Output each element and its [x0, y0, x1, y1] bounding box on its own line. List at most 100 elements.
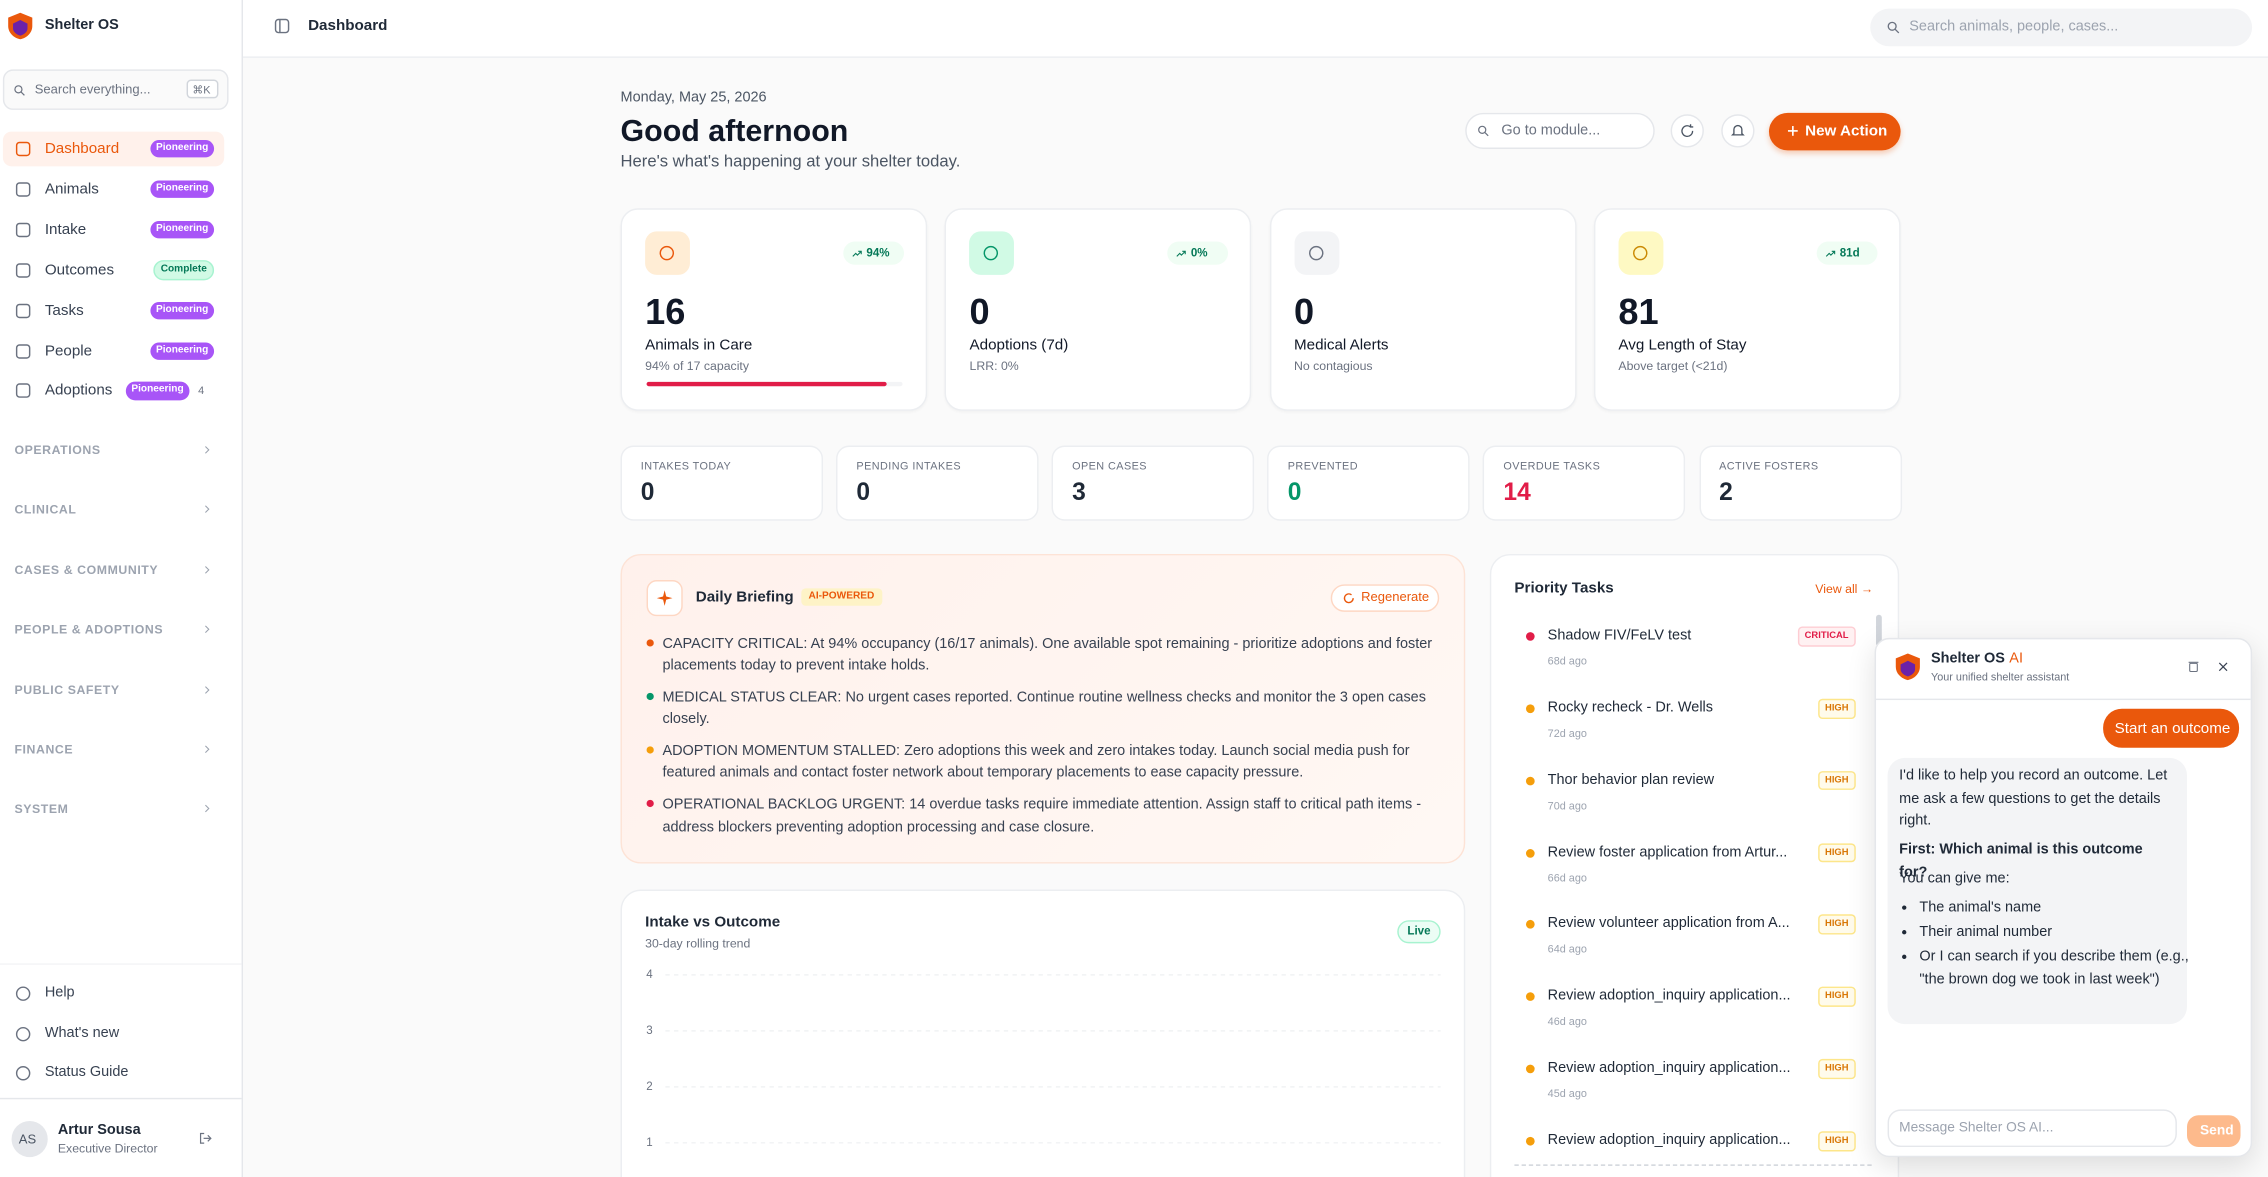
- task-age: 64d ago: [1547, 942, 1587, 956]
- assistant-tag: AI: [2009, 650, 2023, 667]
- global-search-icon: [1887, 21, 1900, 34]
- task-dot: [1525, 1136, 1535, 1146]
- module-search-placeholder: Go to module...: [1501, 122, 1601, 139]
- section-label[interactable]: CLINICAL: [14, 502, 77, 517]
- nav-icon-part: [15, 222, 31, 237]
- global-search[interactable]: [1870, 8, 2253, 47]
- task-dot: [1525, 632, 1535, 641]
- section-chevron: [205, 505, 210, 514]
- briefing-item: MEDICAL STATUS CLEAR: No urgent cases re…: [662, 690, 1426, 729]
- stat-icon-box: [645, 231, 690, 275]
- footer-link[interactable]: What's new: [44, 1025, 120, 1042]
- y-tick-label: 2: [646, 1081, 652, 1093]
- task-title[interactable]: Review adoption_inquiry application...: [1547, 1060, 1791, 1077]
- tasks-link[interactable]: View all →: [1815, 581, 1874, 596]
- regenerate-button[interactable]: [1330, 584, 1440, 612]
- stat-label: Avg Length of Stay: [1618, 336, 1747, 354]
- subtitle: Here's what's happening at your shelter …: [620, 153, 961, 171]
- footer-link[interactable]: Help: [44, 985, 75, 1001]
- notification-button[interactable]: [1721, 114, 1755, 148]
- stat-icon-box: [1293, 231, 1339, 275]
- module-search-icon-part: [1484, 132, 1489, 137]
- chart-card: [620, 889, 1466, 1177]
- task-dot: [1525, 776, 1535, 785]
- task-title[interactable]: Thor behavior plan review: [1547, 771, 1715, 788]
- trend-icon-part: [1831, 250, 1836, 255]
- message-input[interactable]: [1887, 1109, 2177, 1148]
- nav-item[interactable]: [3, 374, 224, 409]
- y-tick-label: 1: [646, 1137, 652, 1149]
- section-label[interactable]: SYSTEM: [14, 801, 69, 817]
- plus-icon: [1787, 126, 1798, 136]
- section-label[interactable]: PEOPLE & ADOPTIONS: [14, 622, 164, 637]
- section-label[interactable]: PUBLIC SAFETY: [14, 681, 120, 697]
- close-icon[interactable]: [2217, 661, 2229, 673]
- metric-card: [1051, 445, 1255, 521]
- task-title[interactable]: Rocky recheck - Dr. Wells: [1547, 699, 1714, 716]
- refresh-icon-part: [1689, 124, 1694, 128]
- tasks-card: [1489, 553, 1900, 1177]
- task-title[interactable]: Review adoption_inquiry application...: [1547, 1132, 1791, 1149]
- briefing-card: [620, 553, 1466, 864]
- nav-icon: [15, 262, 31, 278]
- metric-label: OPEN CASES: [1072, 459, 1147, 473]
- bell-icon-part: [1730, 124, 1745, 136]
- nav-icon: [15, 222, 31, 237]
- metric-card: [620, 445, 824, 521]
- task-title[interactable]: Shadow FIV/FeLV test: [1547, 627, 1692, 644]
- send-label: Send: [2200, 1122, 2234, 1139]
- section-chevron: [205, 685, 210, 694]
- briefing-bullet: [646, 800, 654, 808]
- task-title[interactable]: Review foster application from Artur...: [1547, 844, 1788, 860]
- trend-pill: [1816, 241, 1878, 265]
- task-title[interactable]: Review volunteer application from A...: [1547, 916, 1790, 933]
- logout-icon-part: [199, 1132, 205, 1144]
- send-button[interactable]: [2187, 1115, 2241, 1148]
- briefing-icon-part: [656, 590, 673, 606]
- chart-title: Intake vs Outcome: [645, 913, 781, 932]
- global-search-icon-part: [1887, 21, 1897, 31]
- nav-label: Intake: [44, 220, 87, 238]
- reply-option: The animal's name: [1919, 897, 2194, 919]
- task-priority: HIGH: [1817, 1131, 1856, 1152]
- regenerate-icon: [1343, 593, 1354, 604]
- briefing-item: OPERATIONAL BACKLOG URGENT: 14 overdue t…: [662, 797, 1422, 836]
- stat-sub: No contagious: [1293, 358, 1373, 374]
- logo-part: [13, 20, 28, 36]
- module-search-icon-part: [1478, 125, 1487, 134]
- nav-icon-part: [15, 182, 31, 197]
- sidebar-toggle[interactable]: [273, 17, 290, 34]
- module-search[interactable]: [1465, 112, 1655, 149]
- metric-value: 14: [1503, 478, 1531, 506]
- nav-label: Adoptions: [44, 381, 113, 400]
- stat-icon-box: [1618, 231, 1664, 275]
- briefing-bullet: [646, 639, 654, 647]
- briefing-bullet: [646, 692, 654, 701]
- refresh-button[interactable]: [1670, 114, 1704, 148]
- assistant-name: Shelter OS: [1930, 650, 2005, 667]
- nav-badge: Pioneering: [150, 180, 215, 199]
- sidebar-search-placeholder: Search everything...: [34, 81, 151, 97]
- task-priority: HIGH: [1817, 1059, 1856, 1080]
- task-title[interactable]: Review adoption_inquiry application...: [1547, 988, 1791, 1005]
- date: Monday, May 25, 2026: [620, 89, 767, 106]
- briefing-icon: [656, 590, 673, 606]
- delete-icon[interactable]: [2187, 660, 2200, 673]
- stat-icon: [1632, 245, 1648, 261]
- page-title: Dashboard: [308, 16, 388, 35]
- nav-icon: [15, 141, 31, 157]
- stat-icon-part: [1308, 245, 1323, 261]
- footer-link[interactable]: Status Guide: [44, 1064, 129, 1081]
- section-label[interactable]: CASES & COMMUNITY: [14, 562, 159, 577]
- avatar: [11, 1120, 48, 1158]
- search-icon: [14, 85, 25, 96]
- nav-icon-part: [15, 383, 31, 399]
- stat-icon-box: [969, 231, 1015, 275]
- briefing-icon-box: [646, 580, 683, 617]
- chart-badge: Live: [1397, 920, 1441, 943]
- section-chevron-part: [205, 805, 210, 813]
- metric-value: 0: [640, 478, 655, 506]
- section-label[interactable]: OPERATIONS: [14, 442, 101, 457]
- logout-icon[interactable]: [198, 1131, 212, 1145]
- section-label[interactable]: FINANCE: [14, 741, 74, 757]
